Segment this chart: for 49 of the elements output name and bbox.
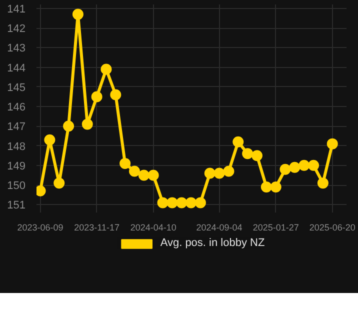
point: [194, 197, 206, 208]
y-tick-label: 147: [7, 121, 26, 134]
y-tick-label: 148: [7, 140, 26, 153]
y-tick-label: 145: [7, 82, 26, 94]
y-tick-label: 151: [7, 200, 26, 212]
y-tick-label: 141: [7, 3, 26, 16]
y-tick-label: 146: [7, 102, 26, 114]
point: [176, 197, 188, 208]
point: [223, 166, 234, 177]
point: [128, 166, 140, 177]
point: [91, 91, 102, 102]
point: [308, 160, 320, 171]
point: [242, 148, 254, 160]
x-tick-label: 2023-11-17: [74, 222, 120, 232]
point: [232, 136, 244, 148]
point: [317, 178, 328, 189]
point: [44, 134, 56, 146]
point: [138, 170, 150, 181]
point: [157, 197, 168, 208]
x-tick-label: 2025-06-20: [309, 222, 356, 232]
point: [82, 118, 93, 130]
point: [214, 168, 225, 179]
point: [120, 158, 131, 169]
point: [54, 178, 65, 189]
y-tick-label: 149: [7, 160, 26, 172]
point: [260, 182, 272, 192]
point: [166, 197, 178, 208]
point: [298, 160, 310, 171]
point: [326, 138, 338, 150]
legend-label: Avg. pos. in lobby NZ: [160, 237, 265, 249]
x-tick-label: 2023-06-09: [17, 222, 64, 232]
point: [289, 162, 300, 173]
point: [204, 168, 216, 179]
point: [72, 8, 84, 20]
x-tick-label: 2025-01-27: [252, 222, 299, 232]
point: [63, 120, 74, 132]
y-tick-label: 142: [7, 23, 26, 36]
point: [100, 64, 112, 75]
point: [186, 197, 197, 208]
x-tick-label: 2024-09-04: [196, 222, 242, 232]
point: [280, 164, 291, 175]
y-tick-label: 143: [7, 42, 26, 55]
x-tick-label: 2024-04-10: [130, 222, 176, 232]
point: [251, 150, 262, 162]
point: [110, 89, 122, 100]
y-tick-label: 150: [7, 180, 26, 192]
point: [270, 182, 282, 192]
y-tick-label: 144: [7, 62, 26, 74]
point: [148, 170, 159, 181]
